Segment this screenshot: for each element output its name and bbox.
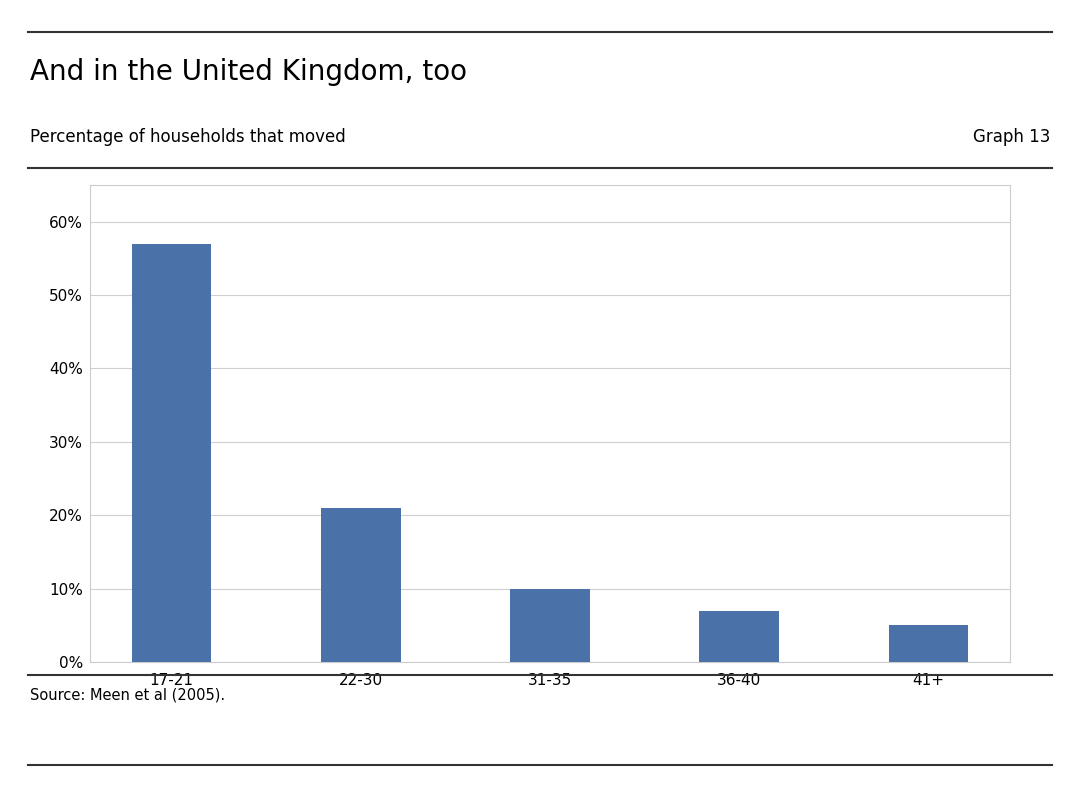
- Text: Source: Meen et al (2005).: Source: Meen et al (2005).: [30, 688, 225, 703]
- Text: Percentage of households that moved: Percentage of households that moved: [30, 128, 346, 146]
- Text: And in the United Kingdom, too: And in the United Kingdom, too: [30, 58, 467, 86]
- Bar: [700, 611, 779, 662]
- Text: Graph 13: Graph 13: [973, 128, 1050, 146]
- Bar: [132, 244, 212, 662]
- Bar: [889, 625, 968, 662]
- Bar: [510, 588, 590, 662]
- Bar: [321, 508, 401, 662]
